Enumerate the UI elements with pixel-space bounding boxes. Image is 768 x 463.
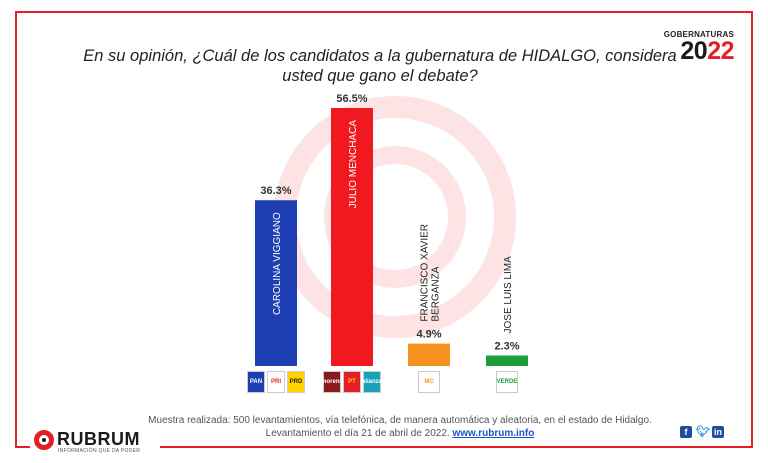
rubrum-logo-icon xyxy=(34,430,54,450)
footer-line-2: Levantamiento el día 21 de abril de 2022… xyxy=(100,427,700,440)
party-logo-pt: PT xyxy=(343,371,361,393)
party-logo-group-4: VERDE xyxy=(496,371,518,393)
category-label-2: JULIO MENCHACA xyxy=(348,120,359,209)
bar-1 xyxy=(255,200,297,366)
rubrum-name: RUBRUM xyxy=(57,429,140,449)
social-links: f 🐦︎ in xyxy=(680,426,724,438)
bar-2 xyxy=(331,108,373,366)
party-logo-pri: PRI xyxy=(267,371,285,393)
chart-frame xyxy=(15,11,753,448)
value-label-2: 56.5% xyxy=(336,93,367,105)
linkedin-icon[interactable]: in xyxy=(712,426,724,438)
party-logo-group-1: PAN PRI PRD xyxy=(247,371,305,393)
rubrum-tagline: INFORMACIÓN QUE DA PODER xyxy=(58,448,141,454)
party-logo-group-2: morena PT alianza xyxy=(321,371,382,393)
party-logo-pan: PAN xyxy=(247,371,265,393)
badge-year: 2022 xyxy=(664,37,734,65)
rubrum-brand: RUBRUM INFORMACIÓN QUE DA PODER xyxy=(30,427,160,457)
party-logo-alianza: alianza xyxy=(362,371,382,393)
badge-year-part-1: 20 xyxy=(680,37,708,65)
chart-title: En su opinión, ¿Cuál de los candidatos a… xyxy=(83,47,677,85)
badge-label: GOBERNATURAS xyxy=(663,30,734,39)
party-logo-prd: PRD xyxy=(287,371,305,393)
badge-year-part-2: 22 xyxy=(707,37,734,65)
category-label-3-line-2: BERGANZA xyxy=(431,266,442,321)
party-logo-verde: VERDE xyxy=(496,371,518,393)
party-logo-morena: morena xyxy=(321,371,343,393)
category-label-1: CAROLINA VIGGIANO xyxy=(272,212,283,315)
bar-4 xyxy=(486,355,528,366)
footer-date: Levantamiento el día 21 de abril de 2022… xyxy=(265,428,450,439)
bar-3 xyxy=(408,343,450,366)
footer-link[interactable]: www.rubrum.info xyxy=(452,428,535,439)
category-label-3-line-1: FRANCISCO XAVIER xyxy=(420,224,431,322)
twitter-icon[interactable]: 🐦︎ xyxy=(696,426,710,438)
value-label-4: 2.3% xyxy=(494,340,519,352)
value-label-3: 4.9% xyxy=(416,329,441,341)
gobernaturas-badge: GOBERNATURAS 2022 xyxy=(663,30,735,65)
footer-line-1: Muestra realizada: 500 levantamientos, v… xyxy=(148,415,652,426)
party-logo-mc: MC xyxy=(418,371,440,393)
party-logo-group-3: MC xyxy=(418,371,440,393)
category-label-4: JOSE LUIS LIMA xyxy=(503,256,514,334)
facebook-icon[interactable]: f xyxy=(680,426,692,438)
value-label-1: 36.3% xyxy=(260,185,291,197)
